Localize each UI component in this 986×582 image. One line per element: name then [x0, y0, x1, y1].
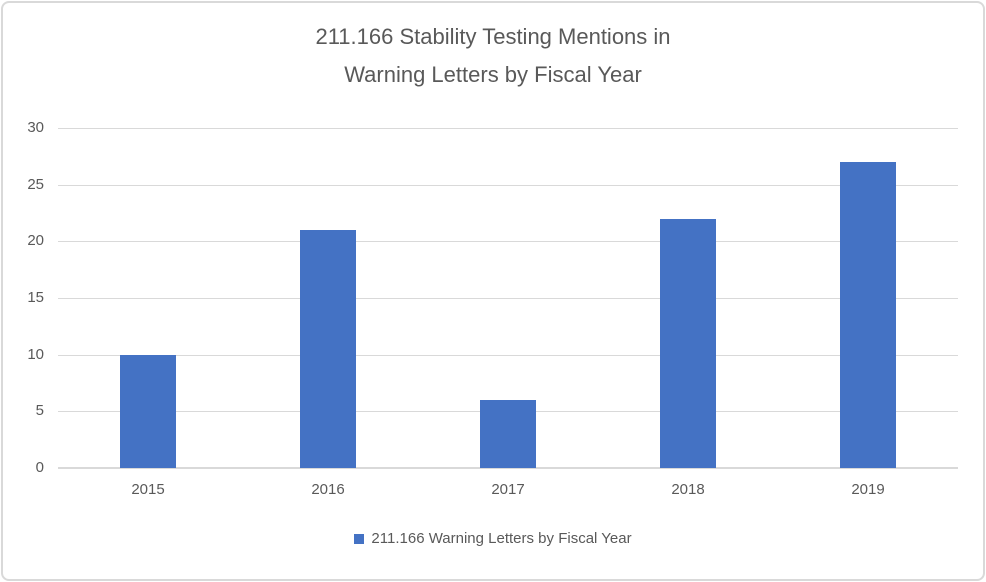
y-tick-label-25: 25 [27, 175, 44, 193]
bar-2016 [300, 230, 356, 468]
legend-label: 211.166 Warning Letters by Fiscal Year [371, 530, 632, 547]
gridline-30 [58, 128, 958, 129]
gridline-10 [58, 354, 958, 356]
y-tick-label-5: 5 [35, 402, 44, 420]
gridline-15 [58, 298, 958, 299]
y-tick-label-20: 20 [27, 232, 44, 250]
x-tick-label-2016: 2016 [311, 481, 345, 498]
y-tick-label-15: 15 [27, 289, 44, 306]
y-tick-label-30: 30 [27, 119, 44, 136]
x-tick-label-2018: 2018 [671, 481, 705, 498]
y-tick-label-10: 10 [27, 345, 44, 363]
legend-marker-icon [354, 533, 365, 544]
bar-2019 [840, 162, 896, 468]
x-tick-label-2019: 2019 [851, 481, 885, 498]
plot-area [58, 128, 958, 469]
gridline-20 [58, 241, 958, 243]
x-axis-line [58, 467, 958, 469]
legend: 211.166 Warning Letters by Fiscal Year [0, 530, 986, 547]
chart-title: 211.166 Stability Testing Mentions in Wa… [0, 18, 986, 94]
gridline-25 [58, 184, 958, 186]
chart-title-line-1: 211.166 Stability Testing Mentions in [315, 24, 671, 49]
bar-2018 [660, 218, 716, 468]
y-tick-label-0: 0 [35, 459, 44, 476]
x-tick-label-2015: 2015 [131, 481, 165, 498]
chart-title-line-2: Warning Letters by Fiscal Year [344, 62, 642, 87]
bar-2015 [120, 354, 176, 468]
x-tick-label-2017: 2017 [491, 481, 525, 498]
bar-2017 [480, 400, 536, 468]
